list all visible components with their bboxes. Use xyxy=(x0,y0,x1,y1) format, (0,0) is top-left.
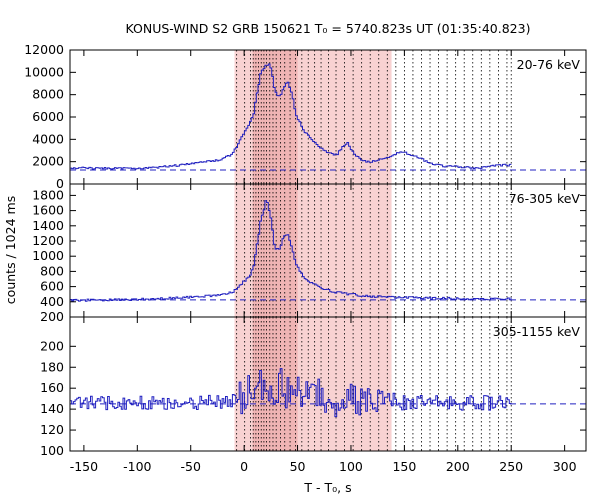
y-tick-label: 800 xyxy=(40,263,64,278)
panel-3-y-ticks: 100 120 140 160 180 200 xyxy=(40,338,586,458)
y-tick-label: 10000 xyxy=(24,64,64,79)
panel-2-light-curve xyxy=(70,200,512,302)
core-interval xyxy=(252,184,298,317)
x-axis-label: T - T₀, s xyxy=(303,480,351,495)
y-tick-label: 200 xyxy=(40,309,64,324)
x-tick-label: -50 xyxy=(181,459,201,474)
panel-1-band-label: 20-76 keV xyxy=(517,57,581,72)
panel-3-light-curve xyxy=(70,368,512,418)
x-tick-label: 250 xyxy=(499,459,523,474)
x-tick-label: 300 xyxy=(553,459,577,474)
panel-1-light-curve xyxy=(70,63,512,170)
y-tick-label: 12000 xyxy=(24,42,64,57)
x-tick-label: -150 xyxy=(70,459,98,474)
chart-title: KONUS-WIND S2 GRB 150621 T₀ = 5740.823s … xyxy=(126,21,531,36)
panel-3-shading xyxy=(234,317,392,451)
y-tick-label: 0 xyxy=(56,176,64,191)
panel-2-x-ticks xyxy=(83,184,566,317)
panel-3: 100 120 140 160 180 200 305-1155 keV xyxy=(40,316,587,458)
y-tick-label: 1200 xyxy=(32,233,64,248)
x-tick-label: 50 xyxy=(290,459,306,474)
y-tick-label: 1800 xyxy=(32,187,64,202)
y-tick-label: 4000 xyxy=(32,131,64,146)
core-interval xyxy=(252,317,298,451)
x-tick-label: 0 xyxy=(240,459,248,474)
x-tick-label: -100 xyxy=(123,459,151,474)
x-tick-labels: -150 -100 -50 0 50 100 150 200 250 300 xyxy=(70,459,577,474)
panel-1-x-ticks xyxy=(83,50,566,184)
x-tick-label: 200 xyxy=(446,459,470,474)
panel-2-band-label: 76-305 keV xyxy=(509,191,581,206)
y-tick-label: 1400 xyxy=(32,218,64,233)
y-tick-label: 180 xyxy=(40,359,64,374)
y-axis-label: counts / 1024 ms xyxy=(3,196,18,304)
panel-3-frame xyxy=(69,316,587,452)
y-tick-label: 1600 xyxy=(32,203,64,218)
y-tick-label: 200 xyxy=(40,338,64,353)
y-tick-label: 120 xyxy=(40,422,64,437)
y-tick-label: 600 xyxy=(40,279,64,294)
y-tick-label: 400 xyxy=(40,294,64,309)
panel-1: 0 2000 4000 6000 8000 10000 12000 20-76 keV xyxy=(24,42,587,191)
y-tick-label: 2000 xyxy=(32,154,64,169)
panel-3-x-ticks xyxy=(83,317,566,451)
y-tick-label: 140 xyxy=(40,401,64,416)
panel-1-y-ticks: 0 2000 4000 6000 8000 10000 12000 xyxy=(24,42,586,191)
y-tick-label: 100 xyxy=(40,443,64,458)
panel-1-shading xyxy=(234,50,392,184)
x-tick-label: 100 xyxy=(339,459,363,474)
y-tick-label: 1000 xyxy=(32,248,64,263)
core-interval xyxy=(252,50,298,184)
y-tick-label: 8000 xyxy=(32,87,64,102)
y-tick-label: 160 xyxy=(40,380,64,395)
x-tick-label: 150 xyxy=(392,459,416,474)
panel-3-band-label: 305-1155 keV xyxy=(493,324,581,339)
y-tick-label: 6000 xyxy=(32,109,64,124)
